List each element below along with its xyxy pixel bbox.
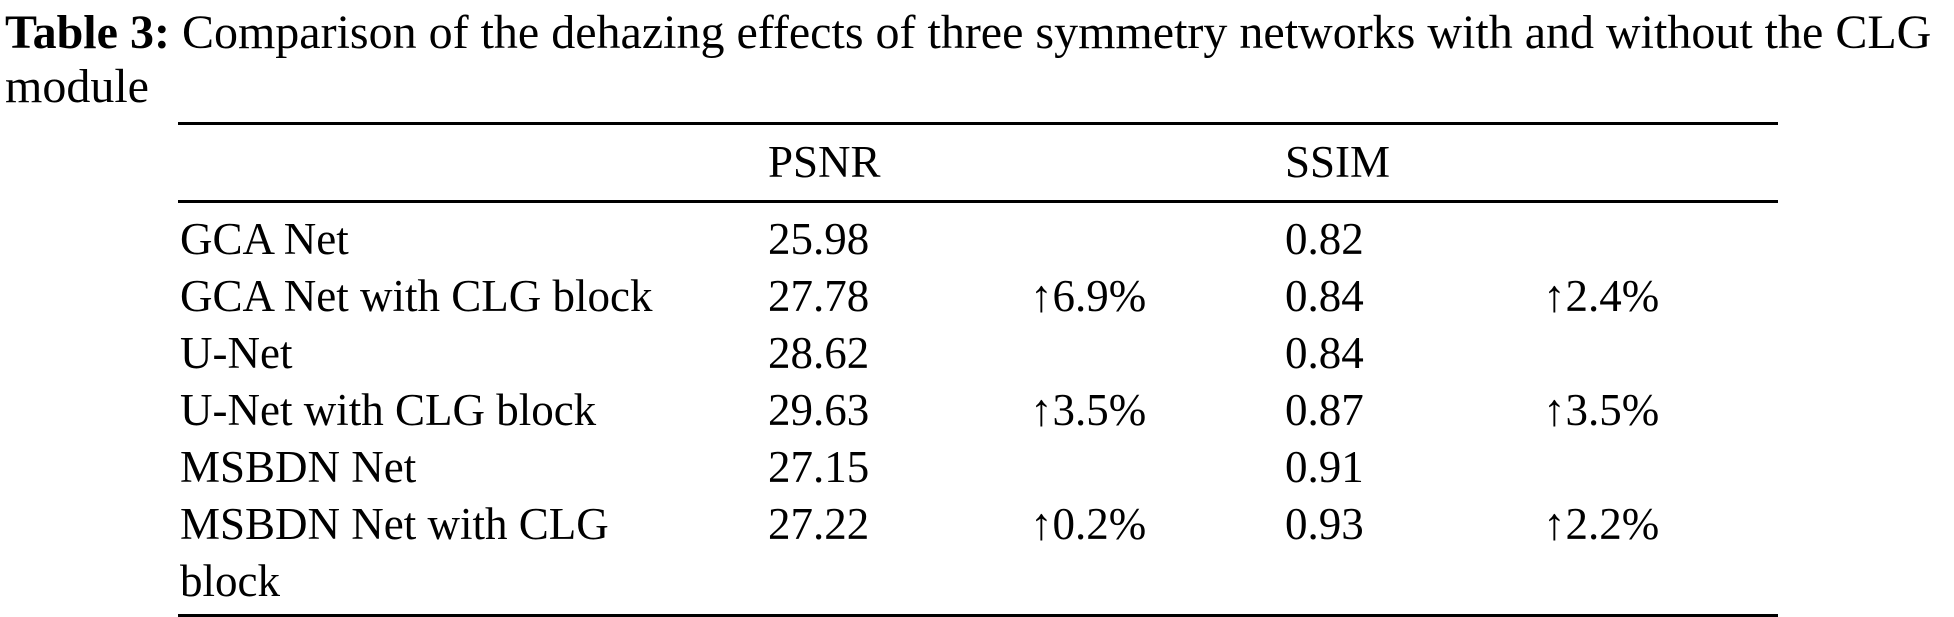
table-header-row: PSNR SSIM: [178, 125, 1778, 200]
psnr-cell: 29.63: [768, 385, 870, 435]
model-cell: GCA Net: [180, 214, 349, 264]
model-cell: MSBDN Net with CLG block: [180, 499, 609, 606]
column-header-ssim: SSIM: [1285, 137, 1391, 187]
psnr-cell: 27.22: [768, 499, 870, 549]
results-table: PSNR SSIM GCA Net 25.98 0.82 GCA Net wit…: [178, 122, 1778, 617]
table-row: GCA Net with CLG block 27.78 ↑6.9% 0.84 …: [178, 268, 1778, 325]
ssim-cell: 0.84: [1285, 271, 1364, 321]
table-body: GCA Net 25.98 0.82 GCA Net with CLG bloc…: [178, 203, 1778, 614]
table-row: U-Net 28.62 0.84: [178, 325, 1778, 382]
psnr-cell: 27.15: [768, 442, 870, 492]
psnr-gain-cell: ↑6.9%: [1030, 271, 1147, 321]
ssim-gain-cell: ↑2.2%: [1543, 499, 1660, 549]
psnr-cell: 27.78: [768, 271, 870, 321]
column-header-psnr: PSNR: [768, 137, 881, 187]
psnr-gain-cell: ↑0.2%: [1030, 499, 1147, 549]
ssim-cell: 0.91: [1285, 442, 1364, 492]
ssim-cell: 0.84: [1285, 328, 1364, 378]
model-cell: U-Net with CLG block: [180, 385, 597, 435]
table-caption: Table 3: Comparison of the dehazing effe…: [0, 0, 1950, 114]
ssim-cell: 0.82: [1285, 214, 1364, 264]
ssim-cell: 0.93: [1285, 499, 1364, 549]
psnr-cell: 25.98: [768, 214, 870, 264]
ssim-cell: 0.87: [1285, 385, 1364, 435]
ssim-gain-cell: ↑2.4%: [1543, 271, 1660, 321]
model-cell: U-Net: [180, 328, 293, 378]
model-cell: GCA Net with CLG block: [180, 271, 653, 321]
psnr-cell: 28.62: [768, 328, 870, 378]
table-caption-label: Table 3:: [5, 6, 170, 59]
table-header-rule: [178, 200, 1778, 203]
table-caption-text: Comparison of the dehazing effects of th…: [5, 6, 1932, 114]
table-row: GCA Net 25.98 0.82: [178, 211, 1778, 268]
table-top-rule: [178, 122, 1778, 125]
table-bottom-rule: [178, 614, 1778, 617]
table-row: MSBDN Net 27.15 0.91: [178, 439, 1778, 496]
ssim-gain-cell: ↑3.5%: [1543, 385, 1660, 435]
model-cell: MSBDN Net: [180, 442, 417, 492]
table-row: MSBDN Net with CLG block 27.22 ↑0.2% 0.9…: [178, 496, 1778, 610]
psnr-gain-cell: ↑3.5%: [1030, 385, 1147, 435]
table-row: U-Net with CLG block 29.63 ↑3.5% 0.87 ↑3…: [178, 382, 1778, 439]
